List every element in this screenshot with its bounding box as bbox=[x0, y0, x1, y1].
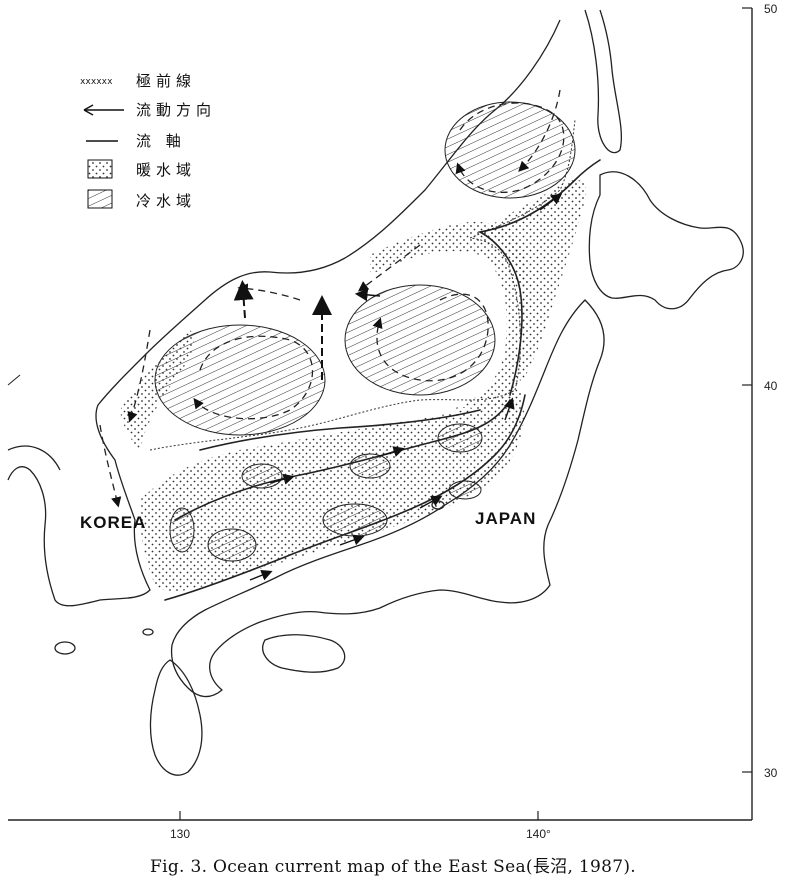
longitude-130-label: 130 bbox=[170, 827, 190, 841]
flow-axis-label: 流 軸 bbox=[136, 132, 186, 150]
korea-label: KOREA bbox=[80, 513, 146, 532]
kyushu-coastline bbox=[149, 659, 203, 776]
longitude-140-label: 140° bbox=[526, 827, 551, 841]
flow-direction-symbol bbox=[83, 104, 124, 116]
warm-water-symbol bbox=[87, 159, 113, 179]
front-symbol: xxxxxx bbox=[80, 77, 113, 87]
flow-directions bbox=[99, 89, 565, 508]
flow-direction-label: 流動方向 bbox=[136, 101, 216, 119]
cold-water-central bbox=[344, 284, 496, 396]
northward-arrows bbox=[233, 280, 381, 380]
mainland-coastline bbox=[7, 19, 561, 607]
warm-water-label: 暖水域 bbox=[136, 161, 196, 179]
axis-arrows bbox=[249, 193, 563, 581]
flow-axis-inner bbox=[199, 409, 481, 451]
sakhalin-coastline bbox=[584, 9, 623, 154]
figure-caption: Fig. 3. Ocean current map of the East Se… bbox=[150, 857, 636, 877]
flow-axis-coastal bbox=[164, 394, 526, 601]
cold-water-north bbox=[444, 101, 576, 199]
latitude-40-label: 40 bbox=[764, 379, 778, 393]
hokkaido-coastline bbox=[588, 171, 744, 310]
ocean-current-map: 130 140° 50 40 30 bbox=[7, 2, 778, 841]
flow-axis-offshore bbox=[174, 399, 511, 521]
coastlines bbox=[7, 9, 744, 776]
warm-water-band-south bbox=[139, 390, 524, 592]
polar-front bbox=[149, 119, 576, 451]
cold-water-symbol bbox=[87, 189, 113, 209]
warm-water-korea-coast bbox=[120, 330, 195, 450]
warm-water-band-east bbox=[480, 180, 587, 385]
japan-label: JAPAN bbox=[475, 509, 536, 528]
front-label: 極前線 bbox=[136, 72, 196, 90]
latitude-30-label: 30 bbox=[764, 766, 778, 780]
flow-axes bbox=[164, 159, 601, 601]
flow-axis-tsugaru bbox=[477, 159, 601, 396]
west-coastline bbox=[7, 445, 61, 471]
cold-water-label: 冷水域 bbox=[136, 192, 196, 210]
map-legend: xxxxxx 極前線 流動方向 流 軸 暖水域 冷水域 bbox=[80, 72, 216, 210]
tsushima-island bbox=[142, 628, 154, 636]
map-frame bbox=[7, 7, 753, 821]
jeju-island bbox=[54, 641, 76, 655]
shikoku-coastline bbox=[262, 634, 346, 673]
latitude-50-label: 50 bbox=[764, 2, 778, 16]
